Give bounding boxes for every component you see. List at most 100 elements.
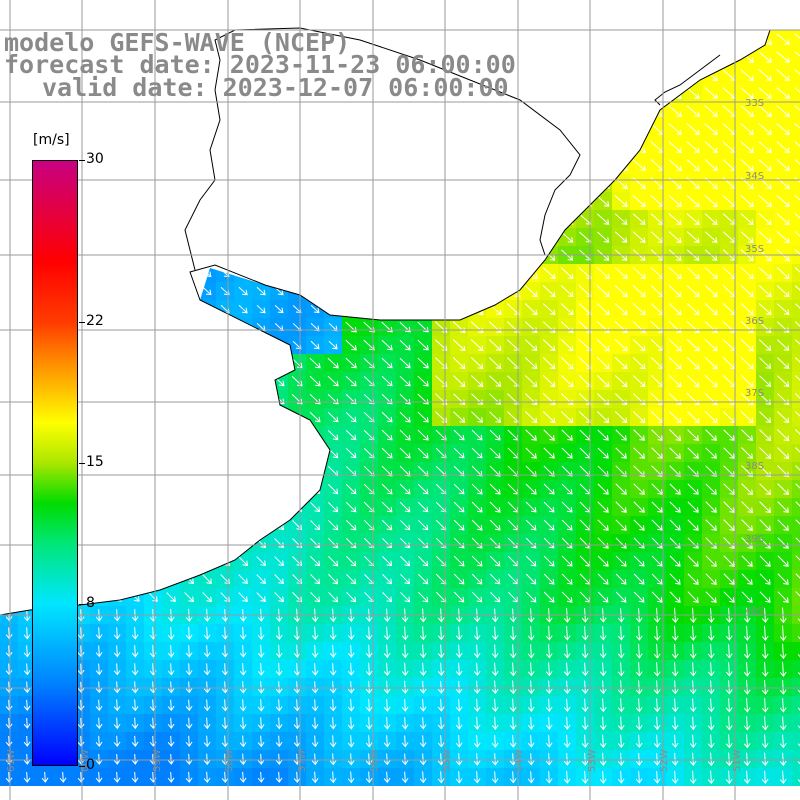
- wind-arrow: [686, 105, 700, 117]
- wind-arrow: [329, 626, 337, 641]
- wind-cell: [792, 444, 800, 462]
- wind-arrow: [759, 393, 772, 405]
- wind-arrow: [632, 339, 646, 352]
- wind-arrow: [347, 753, 355, 766]
- wind-arrow: [365, 698, 373, 712]
- wind-arrow: [347, 771, 355, 784]
- wind-arrow: [687, 429, 700, 441]
- wind-arrow: [794, 105, 800, 111]
- wind-arrow: [707, 662, 715, 677]
- wind-arrow: [274, 305, 284, 314]
- wind-arrow: [653, 643, 661, 659]
- wind-arrow: [797, 689, 800, 693]
- wind-arrow: [256, 556, 266, 567]
- wind-arrow: [599, 698, 607, 713]
- wind-arrow: [470, 375, 484, 387]
- wind-arrow: [167, 753, 175, 765]
- wind-arrow: [401, 735, 409, 748]
- wind-arrow: [776, 303, 790, 315]
- wind-arrow: [399, 447, 411, 459]
- wind-arrow: [167, 681, 175, 694]
- wind-arrow: [707, 680, 715, 695]
- wind-arrow: [617, 752, 625, 766]
- wind-arrow: [687, 519, 699, 531]
- wind-arrow: [686, 141, 700, 153]
- lat-label: 33S: [745, 98, 764, 109]
- wind-arrow: [345, 447, 357, 459]
- border-line: [184, 27, 581, 271]
- wind-arrow: [488, 339, 502, 352]
- wind-arrow: [452, 339, 466, 352]
- wind-arrow: [327, 411, 339, 423]
- wind-arrow: [543, 465, 555, 477]
- wind-arrow: [347, 663, 355, 676]
- map-title: modelo GEFS-WAVE (NCEP): [4, 28, 351, 57]
- wind-arrow: [653, 752, 661, 766]
- wind-arrow: [561, 483, 573, 495]
- wind-arrow: [651, 483, 663, 495]
- wind-arrow: [776, 429, 790, 442]
- wind-arrow: [257, 735, 265, 748]
- wind-arrow: [596, 213, 610, 225]
- wind-arrow: [203, 663, 211, 676]
- wind-arrow: [470, 339, 484, 352]
- wind-arrow: [651, 447, 664, 459]
- wind-arrow: [382, 556, 393, 567]
- wind-arrow: [741, 429, 754, 441]
- wind-arrow: [509, 626, 517, 641]
- wind-arrow: [399, 519, 411, 531]
- wind-cell: [792, 300, 800, 318]
- wind-arrow: [327, 484, 339, 495]
- wind-arrow: [668, 303, 682, 316]
- wind-arrow: [615, 519, 627, 531]
- wind-arrow: [524, 375, 538, 388]
- wind-arrow: [238, 304, 248, 314]
- wind-arrow: [527, 716, 535, 730]
- wind-arrow: [311, 717, 319, 730]
- wind-cell: [792, 498, 800, 516]
- wind-arrow: [167, 663, 175, 676]
- wind-arrow: [491, 716, 499, 730]
- colorbar-tick-label: 30: [86, 151, 104, 167]
- wind-arrow: [527, 753, 535, 766]
- wind-arrow: [758, 213, 772, 226]
- wind-arrow: [740, 87, 754, 99]
- wind-arrow: [705, 501, 717, 513]
- wind-arrow: [525, 591, 537, 603]
- wind-arrow: [345, 537, 357, 549]
- wind-arrow: [668, 141, 682, 153]
- wind-arrow: [365, 771, 373, 784]
- wind-arrow: [345, 555, 357, 567]
- wind-arrow: [275, 662, 283, 676]
- wind-arrow: [167, 717, 175, 729]
- wind-arrow: [614, 213, 628, 225]
- wind-arrow: [381, 357, 393, 369]
- wind-arrow: [491, 771, 499, 784]
- wind-arrow: [131, 699, 139, 712]
- wind-arrow: [77, 645, 85, 658]
- lon-label: 56W: [369, 749, 380, 772]
- wind-arrow: [437, 699, 445, 712]
- wind-arrow: [381, 447, 393, 459]
- wind-arrow: [707, 770, 715, 785]
- wind-arrow: [23, 771, 31, 783]
- wind-arrow: [687, 501, 699, 513]
- wind-arrow: [758, 267, 772, 280]
- wind-cell: [792, 174, 800, 192]
- wind-arrow: [635, 644, 643, 659]
- wind-arrow: [383, 680, 391, 694]
- wind-arrow: [417, 357, 429, 369]
- wind-arrow: [563, 771, 571, 784]
- wind-arrow: [23, 699, 31, 711]
- wind-arrow: [794, 429, 800, 435]
- wind-arrow: [632, 195, 646, 208]
- wind-arrow: [596, 321, 610, 334]
- wind-arrow: [759, 591, 771, 603]
- wind-cell: [792, 588, 800, 606]
- wind-arrow: [167, 626, 175, 640]
- wind-arrow: [561, 519, 573, 531]
- wind-arrow: [417, 555, 429, 567]
- wind-arrow: [525, 465, 537, 477]
- wind-arrow: [686, 392, 700, 406]
- wind-arrow: [545, 644, 553, 659]
